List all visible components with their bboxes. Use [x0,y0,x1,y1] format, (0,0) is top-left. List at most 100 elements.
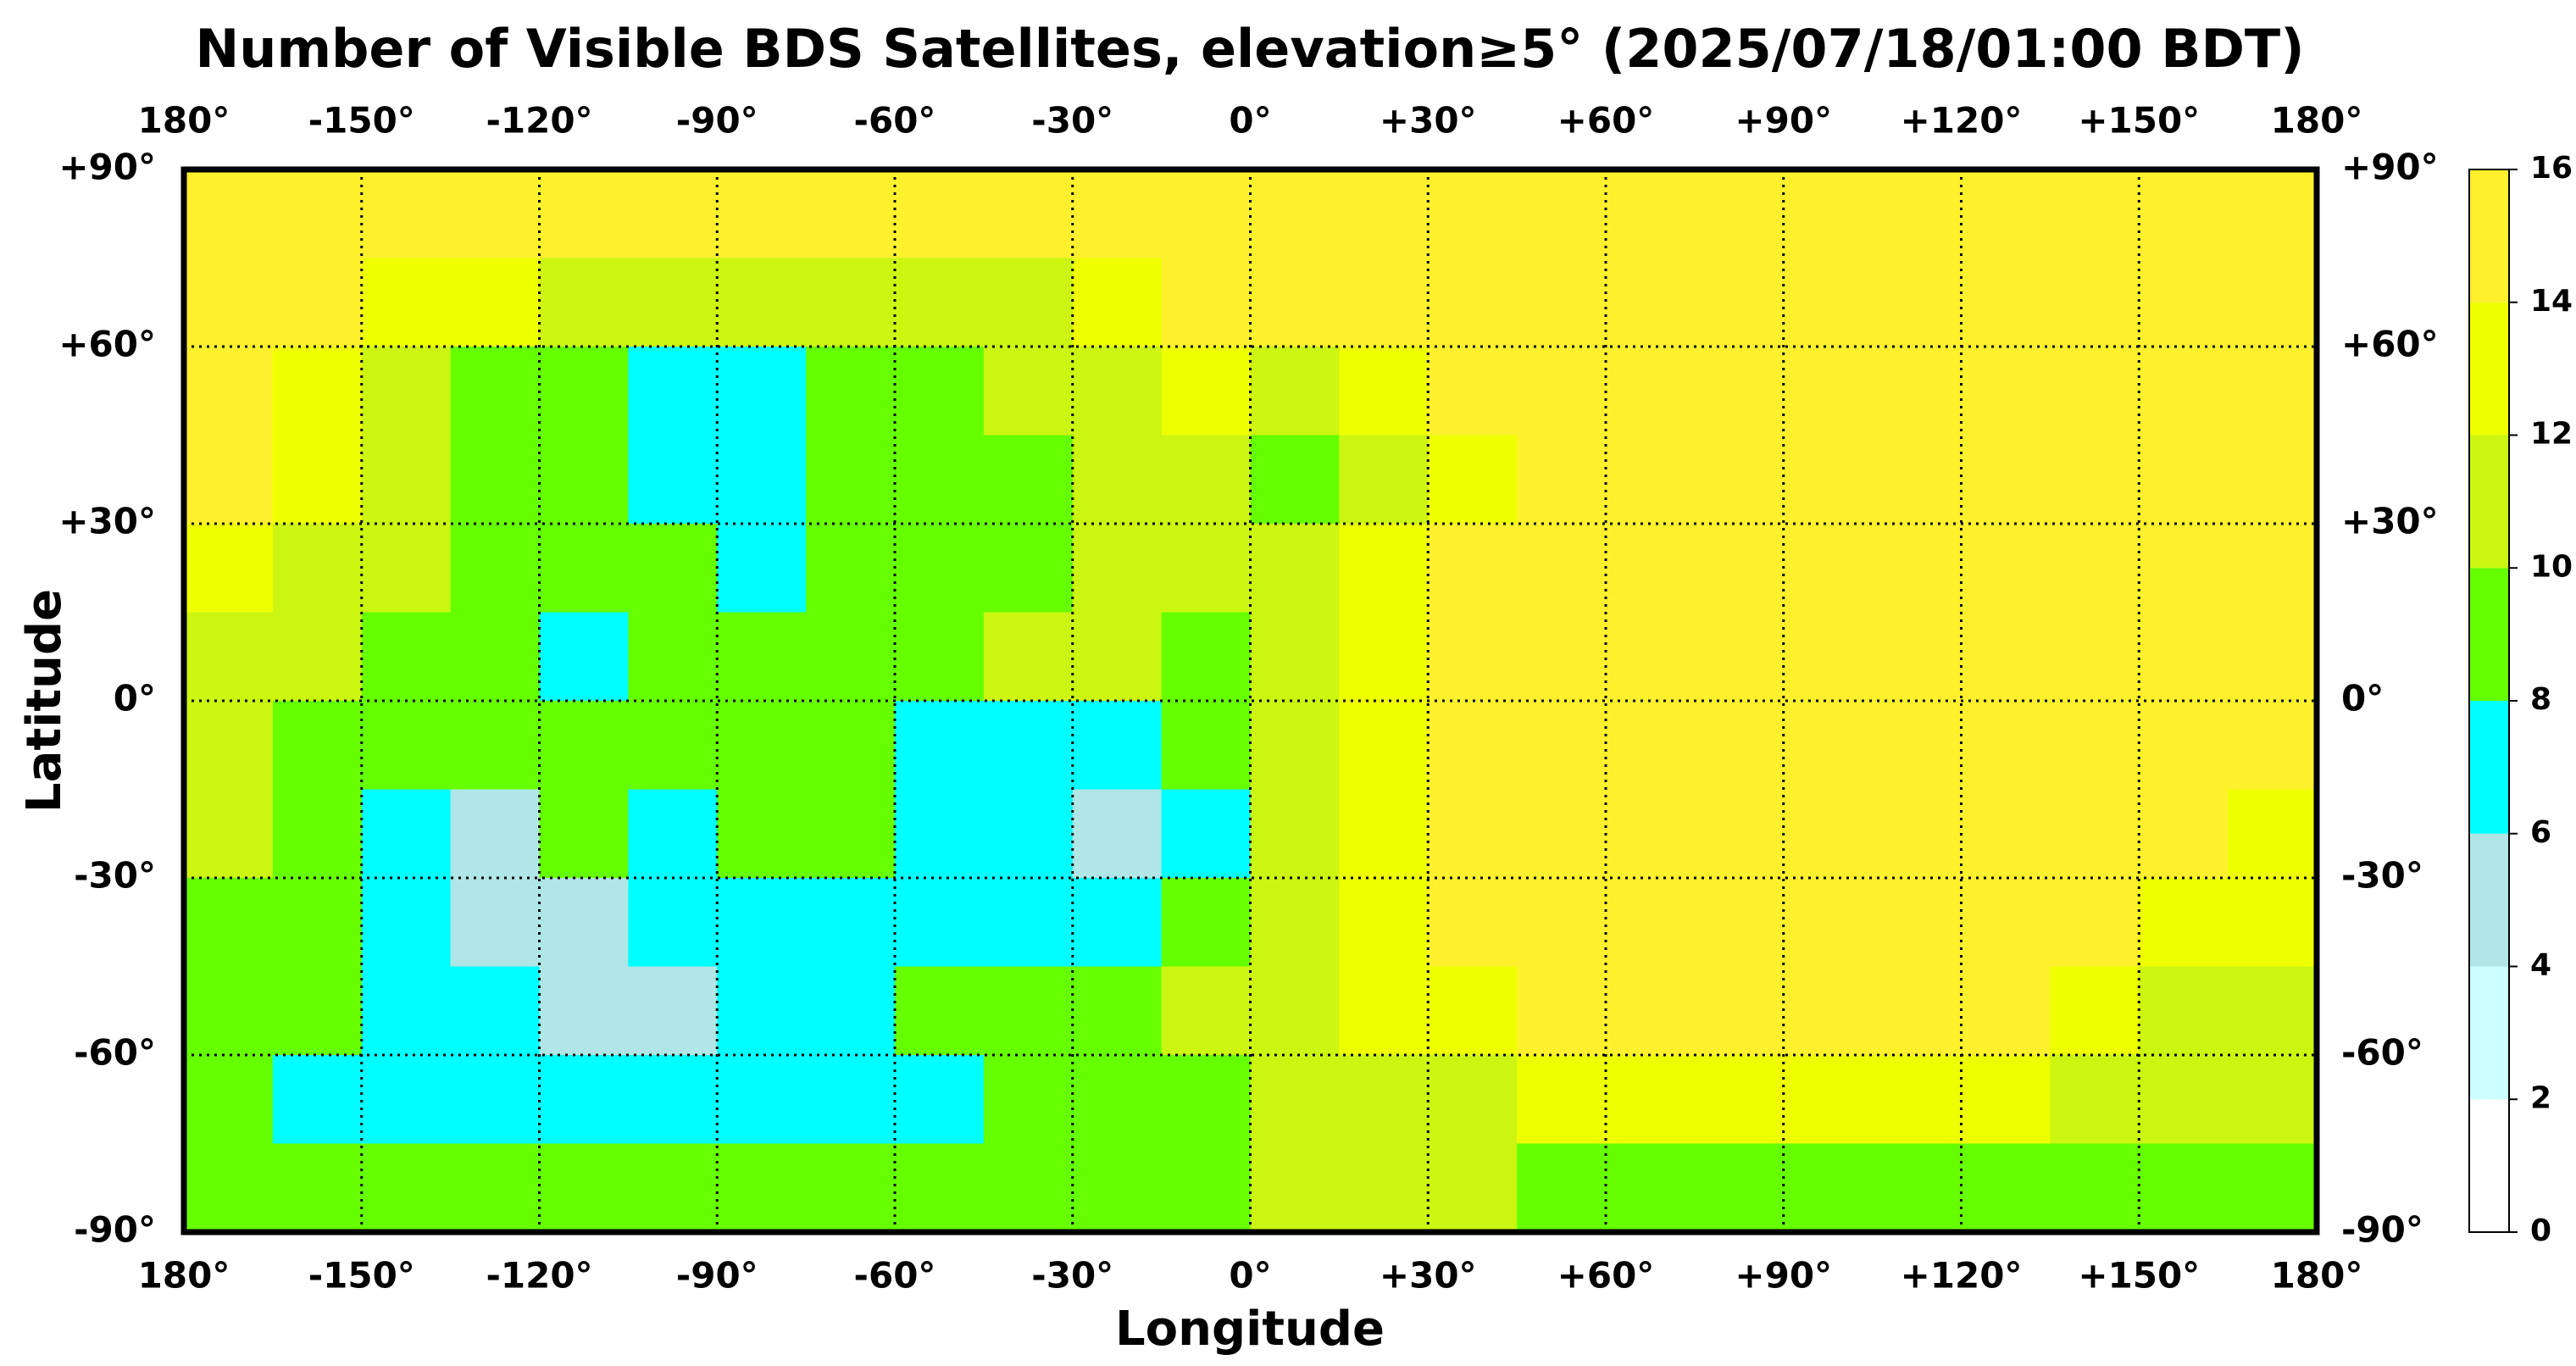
y-tick-label: 0° [114,678,156,719]
y-tick-label: +30° [2341,501,2439,542]
cell [1606,169,1696,258]
cell [1339,347,1429,436]
cell [1428,789,1518,879]
cell [628,878,718,967]
x-tick-label: -60° [854,100,936,142]
cell [361,169,452,258]
cell [1694,258,1785,347]
x-tick-label: +90° [1735,100,1832,142]
cell [539,524,629,613]
cell [1250,966,1340,1056]
cell [1961,789,2051,879]
cell [717,1143,807,1233]
cell [1428,435,1518,525]
cell [628,524,718,613]
colorbar-swatch [2469,966,2509,1100]
chart-title: Number of Visible BDS Satellites, elevat… [195,18,2304,80]
cell [1072,878,1163,967]
cell [1428,612,1518,702]
x-tick-label: +60° [1557,1255,1655,1297]
cell [1694,1055,1785,1144]
cell [2228,1143,2318,1233]
cell [1694,878,1785,967]
cell [539,347,629,436]
x-tick-label: 0° [1229,1255,1271,1297]
colorbar-tick-label: 4 [2530,948,2551,983]
colorbar-tick-label: 0 [2530,1213,2551,1248]
cell [2050,1143,2140,1233]
cell [272,258,363,347]
cell [1517,612,1607,702]
cell [1606,789,1696,879]
cell [1606,966,1696,1056]
cell [1250,878,1340,967]
cell [628,1143,718,1233]
cell [806,966,896,1056]
cell [184,258,274,347]
x-axis-label: Longitude [1115,1302,1385,1357]
cell [628,1055,718,1144]
cell [717,878,807,967]
cell [272,347,363,436]
cell [184,1143,274,1233]
cell [450,789,540,879]
x-tick-label: -150° [308,100,415,142]
cell [717,789,807,879]
cell [895,612,985,702]
cell [717,612,807,702]
cell [361,966,452,1056]
cell [450,347,540,436]
cell [2228,524,2318,613]
cell [1872,347,1962,436]
cell [1339,524,1429,613]
cell [1339,169,1429,258]
cell [1072,612,1163,702]
cell [272,1143,363,1233]
cell [450,701,540,790]
cell [1872,258,1962,347]
cell [717,169,807,258]
colorbar-swatch [2469,169,2509,303]
cell [1161,347,1251,436]
cell [1694,347,1785,436]
colorbar-tick-label: 6 [2530,815,2551,850]
cell [983,701,1074,790]
cell [1161,524,1251,613]
cell [1517,435,1607,525]
cell [272,1055,363,1144]
cell [184,347,274,436]
cell [1694,966,1785,1056]
cell [1517,347,1607,436]
cell [806,347,896,436]
cell [539,789,629,879]
colorbar-swatch [2469,833,2509,967]
cell [895,1143,985,1233]
cell [2228,1055,2318,1144]
cell [272,612,363,702]
y-tick-label: -90° [74,1209,156,1251]
cell [2050,258,2140,347]
cell [1783,435,1874,525]
x-tick-label: -150° [308,1255,415,1297]
cell [1872,612,1962,702]
cell [628,169,718,258]
cell [628,789,718,879]
cell [1517,966,1607,1056]
cell [2228,258,2318,347]
cell [1072,524,1163,613]
colorbar-swatch [2469,1099,2509,1232]
x-tick-label: 0° [1229,100,1271,142]
cell [361,435,452,525]
cell [895,966,985,1056]
cell [1428,878,1518,967]
cell [1694,612,1785,702]
cell [2050,169,2140,258]
cell [2228,435,2318,525]
cell [539,258,629,347]
y-tick-label: +30° [58,501,156,542]
cell [361,878,452,967]
cell [272,435,363,525]
cell [983,347,1074,436]
cell [1428,966,1518,1056]
colorbar-tick-label: 14 [2530,284,2573,319]
